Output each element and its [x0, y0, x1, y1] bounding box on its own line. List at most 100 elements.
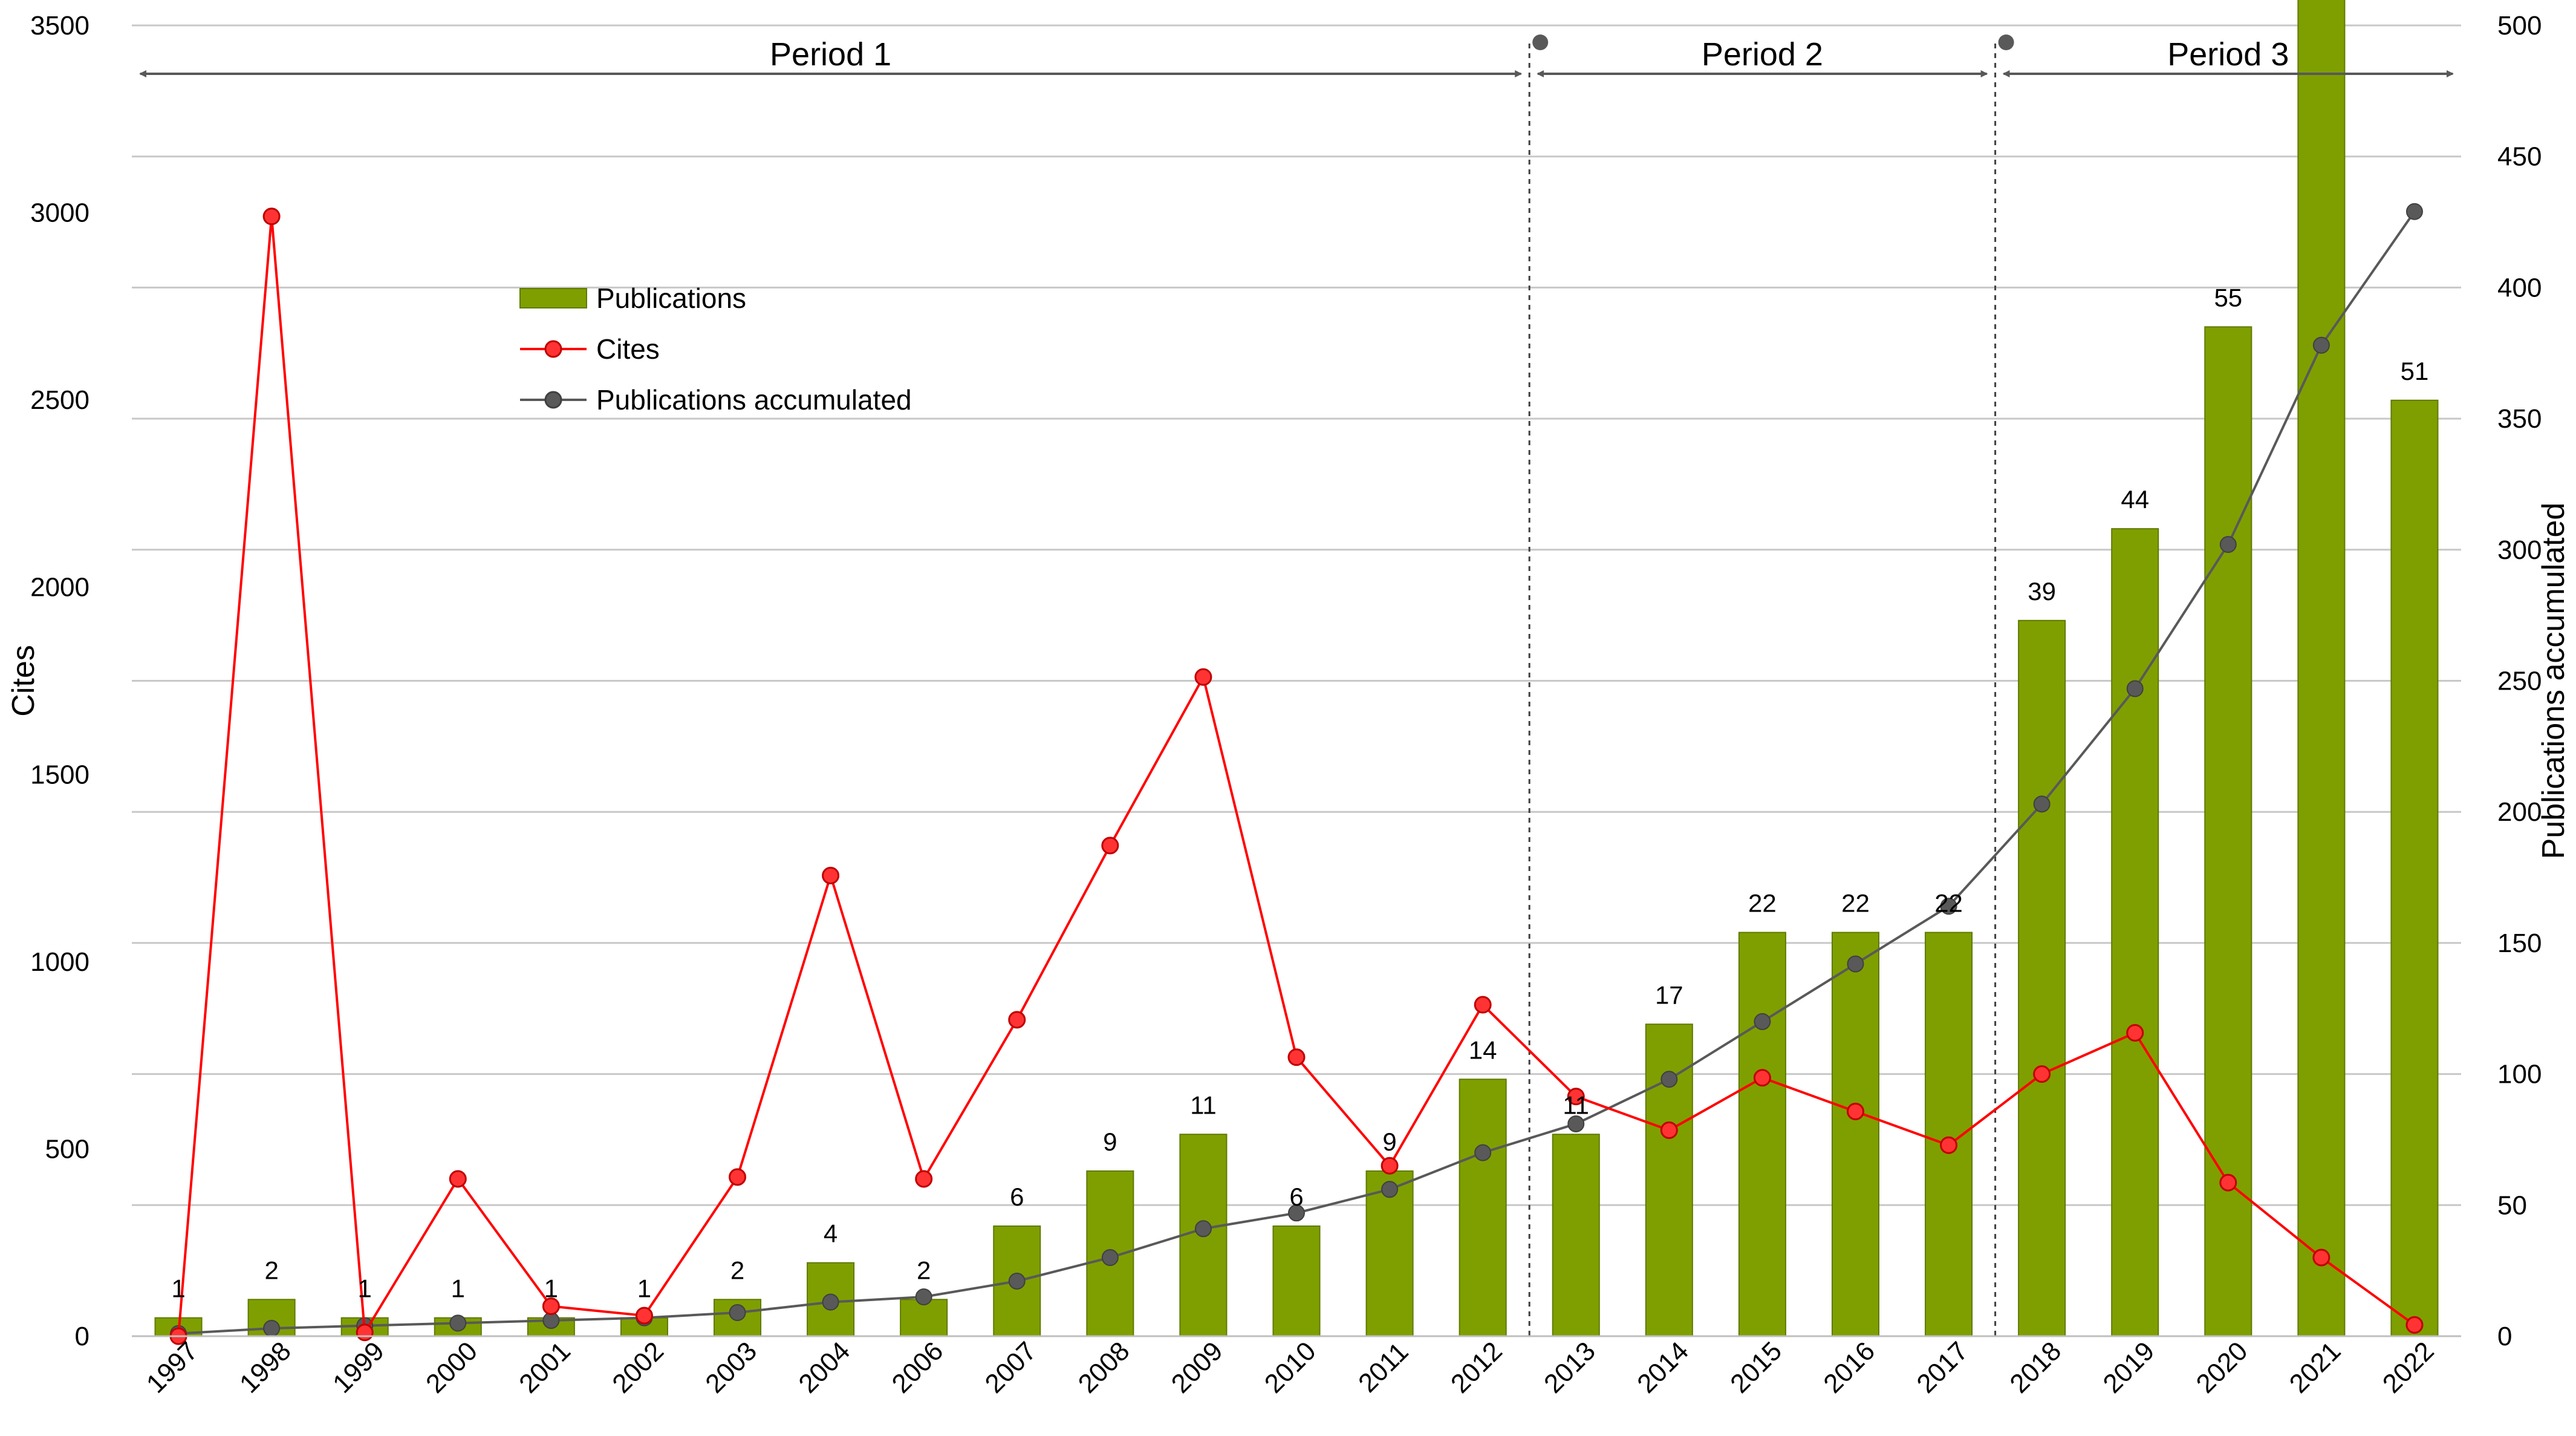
bar-2016 — [1831, 932, 1879, 1337]
cites-point-2003 — [729, 1168, 747, 1186]
bar-data-label: 1 — [451, 1274, 465, 1303]
bar-data-label: 11 — [1190, 1091, 1217, 1119]
accumulated-point-2004 — [822, 1293, 839, 1311]
accumulated-point-2020 — [2219, 536, 2237, 553]
cites-point-2011 — [1381, 1157, 1399, 1175]
cites-point-2001 — [542, 1297, 560, 1315]
y2-tick-label: 200 — [2497, 797, 2542, 827]
period-label-1: Period 1 — [770, 36, 891, 73]
bar-data-label: 2 — [917, 1256, 931, 1284]
cites-point-2009 — [1194, 668, 1212, 686]
x-tick-label: 1998 — [234, 1336, 297, 1399]
accumulated-point-1998 — [263, 1319, 281, 1337]
x-tick-label: 2001 — [513, 1336, 576, 1399]
period-label-2: Period 2 — [1702, 36, 1823, 73]
accumulated-point-2009 — [1194, 1220, 1212, 1238]
cites-point-2002 — [635, 1307, 653, 1325]
bar-data-label: 1 — [637, 1274, 651, 1303]
cites-point-2016 — [1846, 1103, 1864, 1121]
accumulated-point-2007 — [1008, 1272, 1026, 1290]
period-label-3: Period 3 — [2167, 36, 2289, 73]
x-tick-label: 2002 — [607, 1336, 669, 1399]
accumulated-point-2019 — [2126, 680, 2144, 697]
bar-data-label: 51 — [2401, 357, 2429, 385]
x-tick-label: 2017 — [1911, 1336, 1974, 1399]
bar-2021 — [2297, 0, 2346, 1337]
cites-point-2010 — [1287, 1048, 1306, 1066]
y2-tick-label: 300 — [2497, 535, 2542, 565]
accumulated-point-2015 — [1754, 1013, 1771, 1030]
axes: 0500100015002000250030003500050100150200… — [6, 11, 2571, 1399]
accumulated-point-2006 — [915, 1288, 932, 1305]
legend-label-cites: Cites — [596, 333, 660, 365]
cites-point-2004 — [822, 866, 840, 884]
bar-data-label: 9 — [1103, 1128, 1117, 1156]
x-tick-label: 2004 — [793, 1336, 856, 1399]
y2-tick-label: 150 — [2497, 929, 2542, 958]
bar-data-label: 17 — [1655, 981, 1683, 1009]
accumulated-point-2014 — [1660, 1071, 1678, 1088]
bar-data-label: 9 — [1382, 1128, 1396, 1156]
bar-data-labels: 1211112426911691411172222223944557651 — [171, 283, 2429, 1303]
y2-tick-label: 400 — [2497, 273, 2542, 302]
x-tick-label: 2011 — [1353, 1337, 1414, 1398]
x-tick-label: 2013 — [1538, 1336, 1601, 1399]
x-tick-label: 2010 — [1259, 1336, 1322, 1399]
cites-point-2022 — [2405, 1316, 2424, 1334]
bar-2013 — [1552, 1134, 1600, 1337]
x-tick-label: 2020 — [2191, 1336, 2254, 1399]
bar-data-label: 2 — [730, 1256, 744, 1284]
bar-2011 — [1365, 1170, 1414, 1337]
accumulated-point-2018 — [2033, 795, 2051, 813]
cites-point-2013 — [1567, 1088, 1585, 1106]
bar-data-label: 4 — [824, 1219, 838, 1248]
y-tick-label: 1000 — [30, 947, 89, 977]
cites-point-2020 — [2219, 1173, 2237, 1192]
cites-point-2012 — [1474, 996, 1492, 1014]
cites-point-2019 — [2126, 1023, 2144, 1042]
cites-point-2006 — [915, 1170, 933, 1188]
bar-data-label: 1 — [544, 1274, 558, 1303]
y2-tick-label: 0 — [2497, 1322, 2512, 1351]
bar-2019 — [2111, 528, 2159, 1337]
y2-tick-label: 250 — [2497, 667, 2542, 696]
cites-series — [169, 207, 2424, 1345]
legend-label-publications: Publications — [596, 282, 746, 314]
x-tick-label: 2021 — [2284, 1336, 2347, 1399]
bar-data-label: 22 — [1841, 889, 1870, 918]
accumulated-point-2022 — [2405, 203, 2423, 220]
accumulated-point-2012 — [1474, 1144, 1492, 1161]
x-tick-label: 2008 — [1073, 1336, 1136, 1399]
bar-data-label: 22 — [1934, 889, 1963, 918]
publications-bars — [154, 0, 2439, 1337]
legend-label-publications-accumulated: Publications accumulated — [596, 384, 912, 416]
y-axis-title: Cites — [6, 645, 41, 716]
x-tick-label: 2007 — [980, 1336, 1042, 1399]
x-tick-label: 2012 — [1445, 1336, 1508, 1399]
x-tick-label: 1997 — [141, 1336, 204, 1399]
bar-data-label: 22 — [1748, 889, 1777, 918]
x-tick-label: 2018 — [2004, 1336, 2067, 1399]
accumulated-point-2021 — [2312, 336, 2330, 354]
cites-line — [177, 216, 2416, 1337]
period-divider-marker — [1532, 34, 1549, 50]
y-tick-label: 1500 — [30, 760, 89, 789]
bar-2017 — [1925, 932, 1973, 1337]
cites-point-1998 — [262, 207, 281, 226]
y-tick-label: 3500 — [30, 11, 89, 41]
cites-point-2017 — [1940, 1136, 1958, 1154]
publications-accumulated-series — [170, 203, 2423, 1342]
cites-point-2008 — [1101, 837, 1119, 855]
accumulated-point-2003 — [729, 1304, 746, 1321]
accumulated-point-2013 — [1567, 1115, 1585, 1132]
y-tick-label: 3000 — [30, 198, 89, 228]
accumulated-point-2016 — [1847, 955, 1864, 973]
x-tick-label: 2019 — [2098, 1336, 2161, 1399]
cites-point-2018 — [2033, 1065, 2051, 1083]
y2-tick-label: 100 — [2497, 1060, 2542, 1089]
accumulated-point-2010 — [1288, 1204, 1305, 1222]
legend: Publications Cites Publications accumulate… — [519, 282, 912, 416]
bar-data-label: 39 — [2028, 577, 2056, 605]
bar-2020 — [2204, 326, 2252, 1337]
